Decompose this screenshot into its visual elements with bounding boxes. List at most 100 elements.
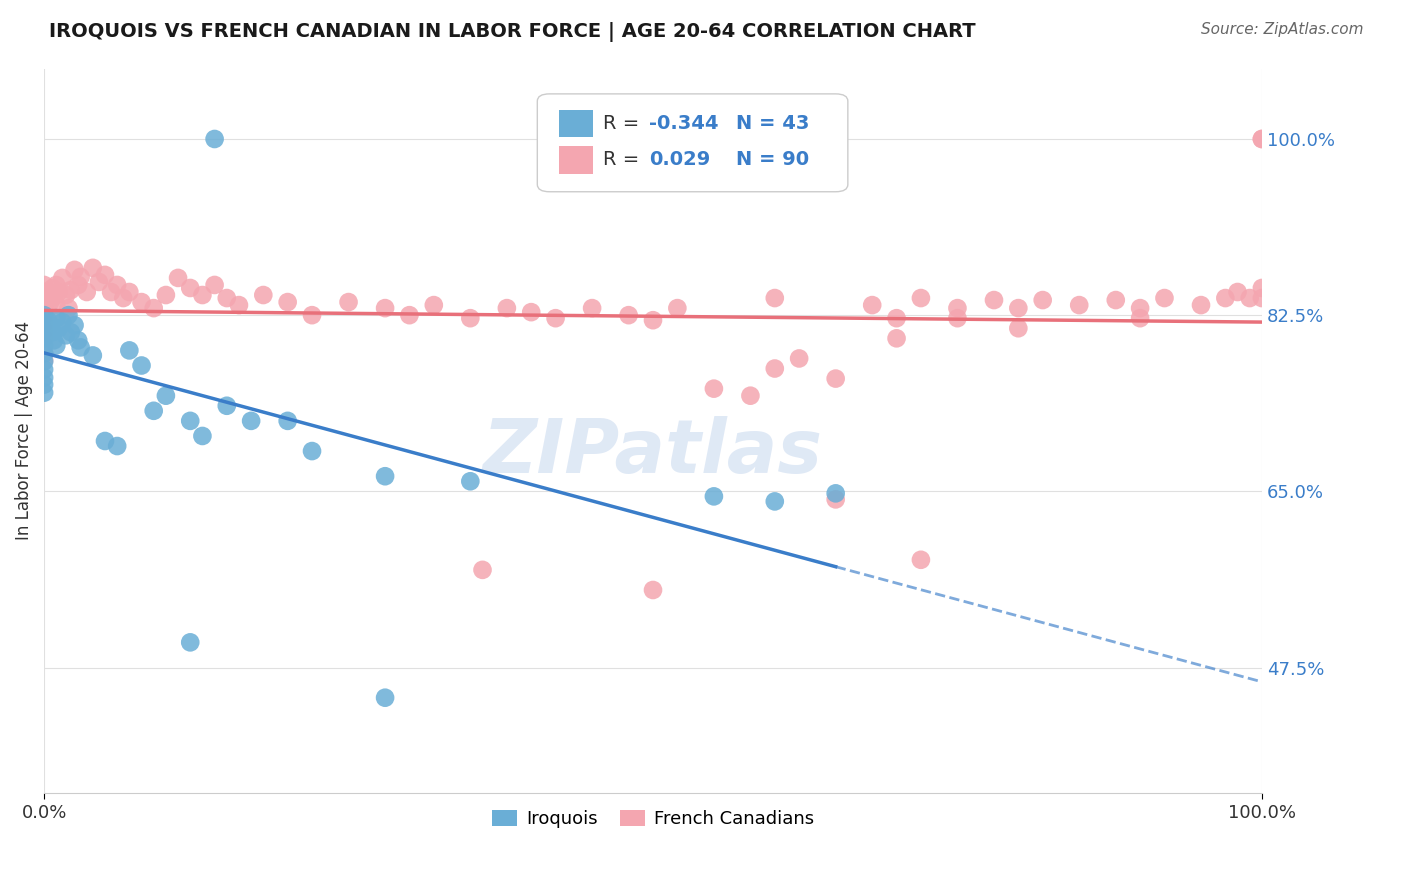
Iroquois [63, 318, 86, 333]
Text: -0.344: -0.344 [650, 114, 718, 133]
Iroquois [48, 321, 70, 335]
Text: Source: ZipAtlas.com: Source: ZipAtlas.com [1201, 22, 1364, 37]
French Canadians [1032, 293, 1054, 307]
Iroquois [301, 444, 323, 458]
French Canadians [118, 285, 141, 299]
French Canadians [641, 313, 664, 327]
French Canadians [946, 301, 969, 315]
French Canadians [155, 288, 177, 302]
Iroquois [32, 323, 55, 337]
Iroquois [32, 385, 55, 400]
French Canadians [94, 268, 117, 282]
French Canadians [1251, 281, 1274, 295]
French Canadians [860, 298, 883, 312]
French Canadians [32, 323, 55, 337]
Iroquois [51, 315, 73, 329]
French Canadians [32, 353, 55, 368]
Iroquois [179, 635, 201, 649]
Iroquois [41, 326, 63, 340]
Iroquois [45, 311, 67, 326]
French Canadians [1251, 132, 1274, 146]
French Canadians [1129, 311, 1152, 326]
French Canadians [112, 291, 135, 305]
Iroquois [763, 494, 786, 508]
French Canadians [32, 293, 55, 307]
Iroquois [69, 340, 91, 354]
Text: ZIPatlas: ZIPatlas [484, 417, 823, 489]
French Canadians [55, 288, 77, 302]
French Canadians [946, 311, 969, 326]
French Canadians [1069, 298, 1091, 312]
French Canadians [100, 285, 122, 299]
French Canadians [787, 351, 810, 366]
French Canadians [32, 331, 55, 345]
Iroquois [374, 469, 396, 483]
French Canadians [1226, 285, 1249, 299]
French Canadians [1153, 291, 1175, 305]
Iroquois [32, 346, 55, 360]
Legend: Iroquois, French Canadians: Iroquois, French Canadians [485, 802, 821, 835]
French Canadians [45, 298, 67, 312]
French Canadians [1215, 291, 1237, 305]
French Canadians [1105, 293, 1128, 307]
Text: N = 43: N = 43 [735, 114, 810, 133]
Iroquois [118, 343, 141, 358]
French Canadians [48, 285, 70, 299]
French Canadians [105, 277, 128, 292]
Iroquois [131, 359, 153, 373]
French Canadians [42, 290, 65, 304]
FancyBboxPatch shape [560, 110, 593, 137]
French Canadians [32, 277, 55, 292]
French Canadians [1129, 301, 1152, 315]
French Canadians [641, 582, 664, 597]
French Canadians [252, 288, 274, 302]
French Canadians [301, 308, 323, 322]
French Canadians [59, 283, 82, 297]
French Canadians [763, 291, 786, 305]
French Canadians [204, 277, 226, 292]
French Canadians [910, 553, 932, 567]
French Canadians [32, 338, 55, 352]
French Canadians [544, 311, 567, 326]
Iroquois [94, 434, 117, 448]
French Canadians [1251, 132, 1274, 146]
Iroquois [703, 489, 725, 503]
French Canadians [666, 301, 689, 315]
French Canadians [39, 295, 62, 310]
Iroquois [39, 318, 62, 333]
French Canadians [740, 389, 762, 403]
Text: R =: R = [603, 151, 645, 169]
French Canadians [910, 291, 932, 305]
French Canadians [32, 301, 55, 315]
French Canadians [398, 308, 420, 322]
French Canadians [1239, 291, 1261, 305]
Iroquois [191, 429, 214, 443]
Text: R =: R = [603, 114, 645, 133]
French Canadians [67, 277, 90, 292]
Iroquois [215, 399, 238, 413]
French Canadians [32, 285, 55, 299]
Iroquois [824, 486, 846, 500]
Iroquois [460, 475, 482, 489]
French Canadians [703, 382, 725, 396]
French Canadians [1007, 321, 1029, 335]
French Canadians [82, 260, 104, 275]
Iroquois [32, 338, 55, 352]
French Canadians [1189, 298, 1212, 312]
Iroquois [240, 414, 263, 428]
French Canadians [617, 308, 640, 322]
French Canadians [167, 271, 190, 285]
French Canadians [215, 291, 238, 305]
French Canadians [76, 285, 98, 299]
French Canadians [87, 275, 110, 289]
Iroquois [58, 308, 80, 322]
French Canadians [1007, 301, 1029, 315]
French Canadians [460, 311, 482, 326]
French Canadians [1251, 291, 1274, 305]
Iroquois [32, 315, 55, 329]
French Canadians [337, 295, 360, 310]
Iroquois [82, 348, 104, 362]
French Canadians [32, 316, 55, 330]
French Canadians [886, 331, 908, 345]
French Canadians [51, 271, 73, 285]
